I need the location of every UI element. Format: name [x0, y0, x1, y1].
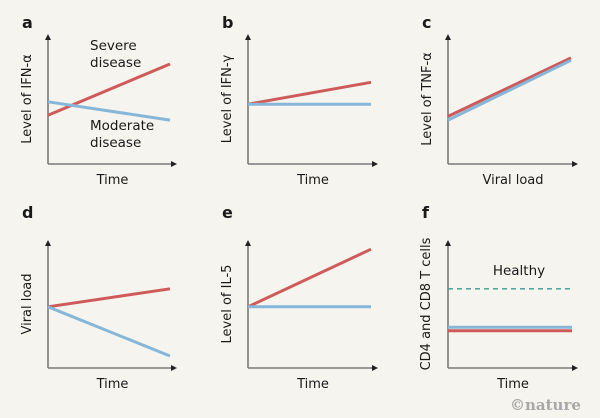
panel-d: d Time Viral load: [20, 203, 177, 392]
annotation-line: Severe: [90, 38, 137, 54]
series-line-moderate-disease: [47, 100, 171, 122]
panel-letter: e: [222, 203, 233, 222]
y-axis-arrow-icon: [45, 34, 51, 40]
y-axis-label: Level of IL-5: [220, 265, 235, 344]
series-line-severe-disease: [247, 247, 372, 309]
nature-credit: ©nature: [510, 396, 581, 414]
series-line-severe-disease: [447, 56, 572, 118]
annotation-line: disease: [90, 55, 141, 71]
x-axis-label: Time: [296, 173, 329, 188]
x-axis-arrow-icon: [372, 161, 378, 167]
x-axis-arrow-icon: [572, 365, 578, 371]
series-line-moderate-disease: [447, 58, 572, 122]
x-axis-arrow-icon: [171, 365, 177, 371]
panel-f: f Time CD4 and CD8 T cells Healthy: [419, 203, 578, 392]
x-axis-label: Time: [496, 377, 529, 392]
x-axis-label: Time: [96, 377, 129, 392]
x-axis-arrow-icon: [372, 365, 378, 371]
panel-c: c Viral load Level of TNF-α: [420, 13, 578, 188]
annotation-line: disease: [90, 135, 141, 151]
y-axis-label: CD4 and CD8 T cells: [419, 237, 434, 370]
y-axis-label: Viral load: [20, 273, 35, 334]
y-axis-arrow-icon: [45, 240, 51, 246]
y-axis-arrow-icon: [445, 240, 451, 246]
series-line-moderate-disease: [47, 305, 171, 358]
panel-letter: c: [422, 13, 431, 32]
annotation-line: Moderate: [90, 118, 154, 134]
panel-b: b Time Level of IFN-γ: [220, 13, 378, 188]
series-line-severe-disease: [47, 287, 171, 309]
annotation: Severe disease: [90, 38, 141, 71]
x-axis-arrow-icon: [171, 161, 177, 167]
panel-letter: a: [22, 13, 33, 32]
series-line-severe-disease: [47, 62, 171, 117]
y-axis-label: Level of TNF-α: [420, 52, 435, 146]
y-axis-label: Level of IFN-γ: [220, 54, 235, 143]
panel-e: e Time Level of IL-5: [220, 203, 378, 392]
x-axis-label: Viral load: [482, 173, 543, 188]
y-axis-arrow-icon: [445, 34, 451, 40]
x-axis-label: Time: [96, 173, 129, 188]
y-axis-label: Level of IFN-α: [20, 54, 35, 143]
x-axis-arrow-icon: [572, 161, 578, 167]
series-line-severe-disease: [247, 80, 372, 106]
y-axis-arrow-icon: [245, 34, 251, 40]
x-axis-label: Time: [296, 377, 329, 392]
annotation: Healthy: [493, 263, 545, 279]
panel-letter: d: [22, 203, 33, 222]
panel-letter: b: [222, 13, 233, 32]
panel-letter: f: [422, 203, 430, 222]
y-axis-arrow-icon: [245, 240, 251, 246]
annotation: Moderate disease: [90, 118, 154, 151]
annotation-line: Healthy: [493, 263, 545, 279]
